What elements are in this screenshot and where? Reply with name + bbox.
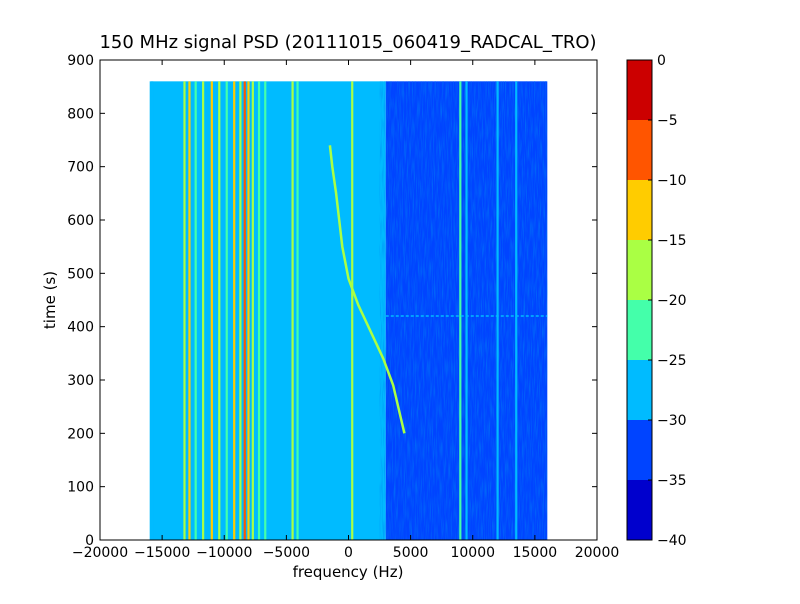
x-tick-label: −5000 <box>263 545 310 561</box>
colorbar-swatch <box>627 300 652 360</box>
x-tick-label: −20000 <box>72 545 128 561</box>
colorbar-tick-label: −10 <box>657 173 687 189</box>
x-tick-label: −10000 <box>196 545 252 561</box>
colorbar-swatch <box>627 120 652 180</box>
colorbar-tick-label: 0 <box>657 53 666 69</box>
colorbar: −40 −35 −30 −25 −20 −15 −10 −5 0 <box>626 53 687 549</box>
x-tick-label: 20000 <box>575 545 620 561</box>
y-tick-label: 700 <box>67 160 94 176</box>
y-tick-label: 900 <box>67 53 94 69</box>
colorbar-tick-label: −30 <box>657 413 687 429</box>
x-axis-label: frequency (Hz) <box>293 563 404 581</box>
colorbar-swatch <box>627 360 652 420</box>
x-tick-label: 15000 <box>513 545 558 561</box>
x-tick-label: −15000 <box>134 545 190 561</box>
x-axis: −20000 −15000 −10000 −5000 0 5000 10000 15000 20… <box>72 60 619 561</box>
noise-texture <box>379 81 548 540</box>
y-tick-label: 800 <box>67 106 94 122</box>
colorbar-tick-label: −40 <box>657 533 687 549</box>
x-tick-label: 10000 <box>450 545 495 561</box>
x-tick-label: 5000 <box>393 545 429 561</box>
colorbar-tick-label: −25 <box>657 353 687 369</box>
y-axis: 0 100 200 300 400 500 600 700 800 900 <box>67 53 597 549</box>
colorbar-swatch <box>627 420 652 480</box>
plot-area <box>149 81 548 540</box>
colorbar-swatch <box>627 60 652 120</box>
colorbar-swatch <box>627 480 652 540</box>
colorbar-swatch <box>627 240 652 300</box>
colorbar-tick-label: −5 <box>657 113 678 129</box>
y-tick-label: 500 <box>67 266 94 282</box>
y-tick-label: 400 <box>67 320 94 336</box>
y-tick-label: 100 <box>67 480 94 496</box>
y-tick-label: 0 <box>85 533 94 549</box>
y-tick-label: 300 <box>67 373 94 389</box>
x-tick-label: 0 <box>344 545 353 561</box>
colorbar-tick-label: −15 <box>657 233 687 249</box>
y-tick-label: 200 <box>67 426 94 442</box>
drifting-signal <box>328 145 406 434</box>
y-axis-label: time (s) <box>41 271 59 329</box>
colorbar-tick-label: −35 <box>657 473 687 489</box>
colorbar-swatch <box>627 180 652 240</box>
y-tick-label: 600 <box>67 213 94 229</box>
chart-title: 150 MHz signal PSD (20111015_060419_RADC… <box>99 32 596 53</box>
colorbar-tick-label: −20 <box>657 293 687 309</box>
